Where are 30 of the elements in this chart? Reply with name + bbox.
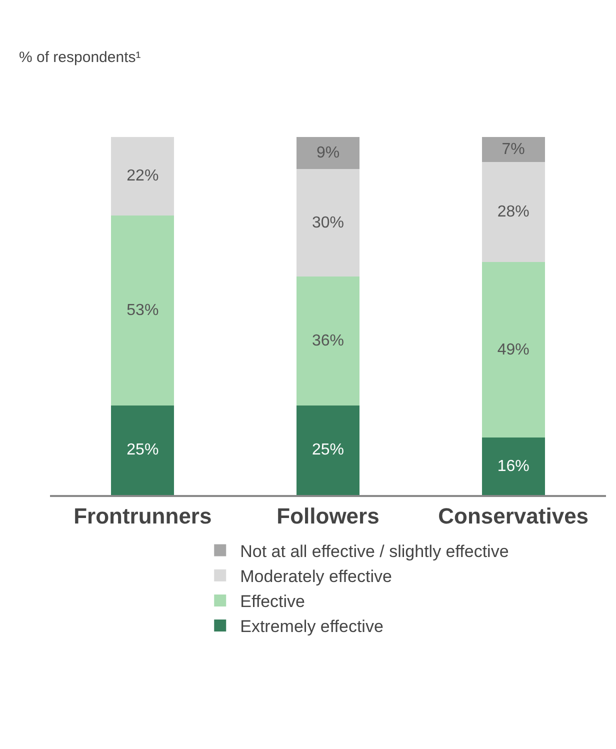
bar [482, 162, 545, 262]
data-label: 36% [312, 332, 344, 350]
data-label: 28% [497, 204, 530, 221]
legend-label: Moderately effective [240, 566, 392, 586]
data-label: 25% [126, 442, 159, 459]
data-label: 16% [497, 458, 530, 475]
data-label: 53% [126, 302, 159, 320]
bar [296, 169, 360, 277]
bar [296, 405, 360, 495]
data-label: 9% [316, 144, 340, 162]
x-tick-label: Conservatives [438, 503, 589, 528]
x-tick-label: Frontrunners [74, 503, 212, 528]
data-label: 49% [497, 341, 530, 358]
bar [111, 405, 174, 495]
legend-label: Effective [240, 592, 306, 612]
data-label: 22% [126, 168, 159, 185]
legend-label: Extremely effective [240, 617, 384, 636]
bar [296, 136, 360, 170]
bar [111, 216, 174, 406]
bar [482, 136, 545, 162]
legend-label: Not at all effective / slightly effective [240, 542, 509, 561]
chart-subtitle: % of respondents¹ [19, 49, 141, 66]
bar [111, 136, 174, 216]
bar [482, 262, 545, 438]
bar [296, 276, 360, 406]
data-label: 25% [312, 442, 344, 459]
data-label: 7% [502, 140, 525, 158]
data-label: 30% [312, 214, 344, 232]
x-tick-label: Followers [276, 503, 380, 528]
bar [482, 438, 545, 495]
